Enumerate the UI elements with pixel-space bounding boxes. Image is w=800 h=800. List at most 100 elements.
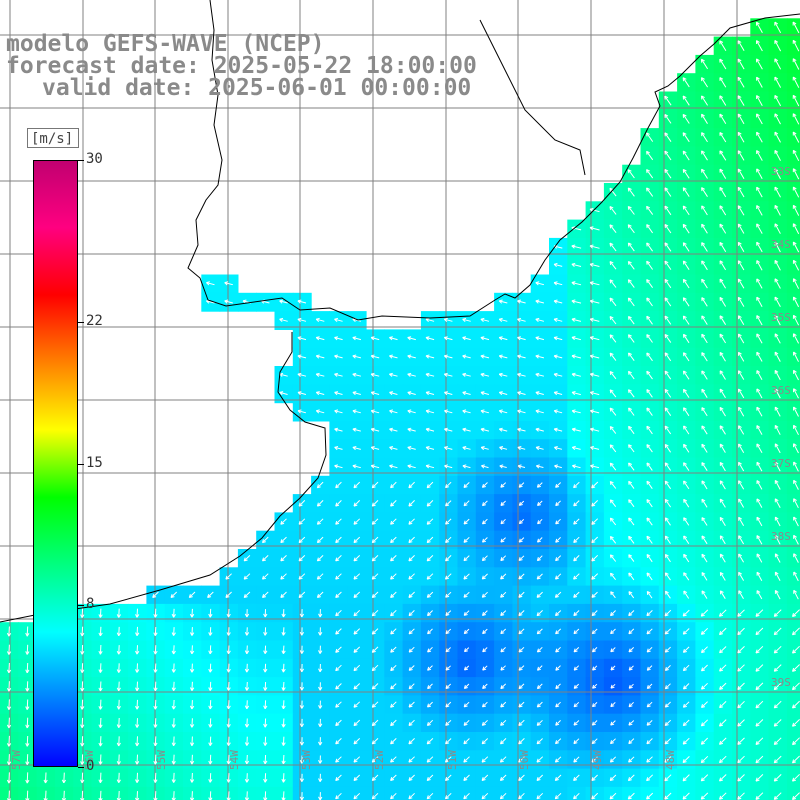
wind-arrow [463, 482, 470, 488]
wind-arrow [609, 792, 617, 800]
wind-arrow [628, 425, 635, 435]
wind-arrow [334, 446, 343, 451]
wind-arrow [298, 518, 306, 525]
wind-arrow [281, 754, 286, 765]
wind-arrow [498, 372, 508, 377]
wind-arrow [682, 646, 690, 653]
colorbar-tick-mark [78, 767, 84, 768]
wind-arrow [536, 628, 543, 635]
wind-arrow [463, 719, 470, 726]
wind-arrow [793, 498, 799, 509]
wind-arrow [792, 755, 800, 764]
wind-arrow [683, 370, 690, 380]
wind-cell [366, 786, 385, 800]
wind-arrow [262, 591, 269, 598]
wind-arrow [756, 535, 763, 545]
wind-arrow [774, 571, 781, 582]
wind-cell [786, 164, 800, 184]
wind-arrow [737, 40, 745, 52]
wind-arrow [189, 736, 195, 747]
wind-arrow [208, 791, 213, 800]
wind-arrow [664, 553, 671, 563]
wind-arrow [755, 719, 764, 727]
wind-cell [786, 475, 800, 495]
wind-arrow [756, 351, 763, 362]
colorbar-units: [m/s] [31, 131, 74, 147]
wind-arrow [244, 627, 250, 636]
wind-arrow [682, 132, 690, 143]
wind-arrow [646, 370, 653, 380]
wind-arrow [500, 701, 507, 708]
wind-arrow [299, 682, 305, 691]
wind-arrow [738, 498, 745, 508]
wind-arrow [498, 317, 508, 322]
wind-arrow [425, 446, 435, 451]
wind-arrow [609, 371, 617, 380]
wind-arrow [170, 591, 178, 598]
wind-arrow [390, 738, 397, 745]
wind-arrow [756, 205, 763, 216]
wind-arrow [664, 169, 672, 179]
wind-arrow [793, 571, 799, 582]
wind-arrow [517, 391, 526, 396]
wind-arrow [792, 278, 800, 289]
wind-arrow [353, 518, 361, 525]
wind-arrow [682, 77, 690, 88]
wind-arrow [793, 369, 799, 381]
wind-arrow [792, 645, 800, 654]
wind-arrow [335, 609, 342, 617]
wind-arrow [244, 663, 250, 673]
wind-arrow [353, 573, 361, 580]
wind-arrow [664, 517, 671, 526]
wind-arrow [609, 316, 617, 325]
wind-arrow [535, 372, 545, 377]
wind-arrow [756, 186, 763, 198]
wind-cell [786, 494, 800, 513]
wind-arrow [573, 647, 580, 653]
wind-arrow [536, 774, 544, 781]
wind-arrow [316, 481, 324, 489]
wind-arrow [189, 791, 195, 800]
wind-arrow [683, 333, 690, 344]
wind-arrow [664, 665, 671, 671]
wind-arrow [518, 537, 525, 543]
wind-cell [786, 512, 800, 532]
wind-arrow [426, 500, 434, 507]
wind-arrow [352, 409, 361, 414]
wind-arrow [682, 242, 690, 252]
wind-arrow [755, 682, 764, 691]
wind-arrow [719, 701, 727, 709]
wind-arrow [98, 644, 103, 655]
wind-arrow [335, 738, 342, 745]
forecast-date: forecast date: 2025-05-22 18:00:00 [6, 53, 477, 79]
wind-arrow [628, 554, 635, 562]
wind-arrow [482, 610, 488, 616]
wind-arrow [756, 150, 763, 161]
wind-arrow [225, 573, 232, 580]
wind-arrow [719, 113, 727, 125]
wind-arrow [462, 336, 471, 341]
wind-arrow [664, 242, 672, 252]
wind-arrow [244, 791, 250, 800]
wind-arrow [498, 409, 508, 414]
wind-arrow [646, 224, 654, 234]
wind-arrow [244, 681, 250, 691]
wind-arrow [334, 427, 343, 432]
wind-arrow [737, 58, 745, 70]
wind-arrow [664, 443, 672, 453]
wind-arrow [646, 774, 654, 782]
wind-arrow [610, 628, 616, 635]
wind-arrow [318, 773, 323, 782]
wind-cell [786, 237, 800, 257]
wind-arrow [371, 591, 379, 598]
wind-cell [786, 91, 800, 111]
wind-cell [347, 786, 367, 800]
wind-arrow [755, 792, 764, 800]
wind-arrow [408, 774, 415, 781]
wind-arrow [444, 409, 453, 414]
wind-arrow [498, 299, 508, 304]
coastline-path [187, 0, 800, 321]
wind-arrow [737, 737, 745, 745]
wind-cell [329, 786, 349, 800]
wind-arrow [571, 372, 581, 377]
